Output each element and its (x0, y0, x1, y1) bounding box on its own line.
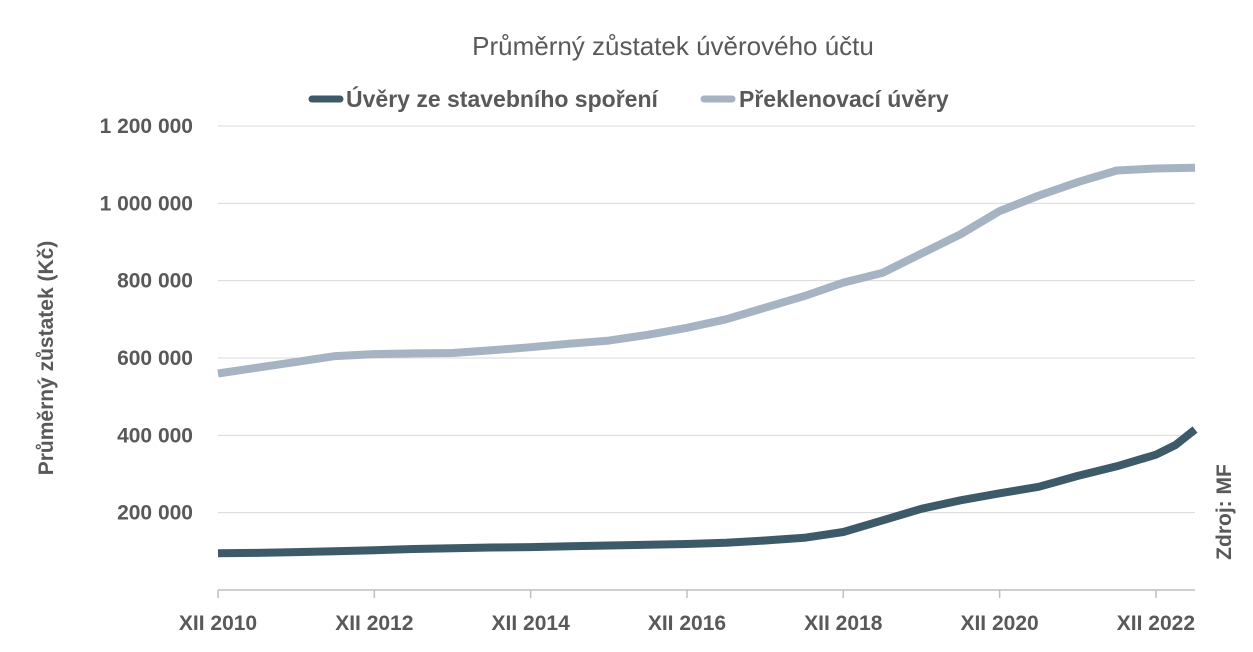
x-tick-label: XII 2020 (960, 612, 1038, 635)
x-axis: XII 2010 XII 2012 XII 2014 XII 2016 XII 2018… (179, 589, 1195, 635)
y-tick-label: 200 000 (117, 502, 193, 525)
chart-title: Průměrný zůstatek úvěrového účtu (472, 31, 874, 61)
series-lines (217, 163, 1198, 558)
x-tick-label: XII 2010 (179, 612, 257, 635)
x-tick-label: XII 2022 (1117, 612, 1195, 635)
y-tick-label: 1 200 000 (100, 115, 193, 138)
source-note: Zdroj: MF (1213, 464, 1236, 560)
series-line-1 (217, 426, 1198, 558)
x-tick-label: XII 2014 (492, 612, 571, 635)
legend: Úvěry ze stavebního spoření Překlenovací… (308, 85, 949, 112)
y-axis-label: Průměrný zůstatek (Kč) (35, 241, 58, 476)
y-axis-ticks: 200 000 400 000 600 000 800 000 1 000 000 1 2… (100, 115, 193, 525)
x-tick-label: XII 2018 (804, 612, 883, 635)
y-tick-label: 1 000 000 (100, 192, 193, 215)
series-line-2 (217, 163, 1196, 378)
x-tick-label: XII 2016 (648, 612, 726, 635)
legend-label-series-1: Úvěry ze stavebního spoření (346, 85, 659, 112)
gridlines (218, 125, 1195, 514)
x-tick-label: XII 2012 (335, 612, 413, 635)
y-tick-label: 800 000 (117, 270, 193, 293)
y-tick-label: 600 000 (117, 347, 193, 370)
legend-label-series-2: Překlenovací úvěry (739, 86, 949, 112)
y-tick-label: 400 000 (117, 424, 193, 447)
